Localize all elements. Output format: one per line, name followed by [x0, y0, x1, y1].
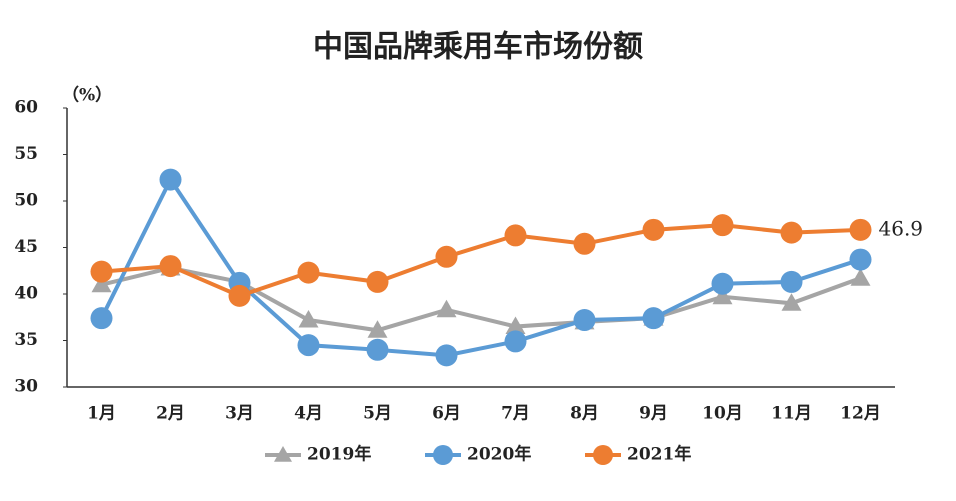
marker [780, 221, 803, 244]
marker [504, 330, 527, 353]
x-tick-label: 1月 [87, 404, 116, 424]
y-tick-label: 60 [14, 98, 38, 118]
marker [850, 268, 871, 286]
x-tick-label: 12月 [840, 404, 881, 424]
marker [90, 307, 113, 330]
marker [433, 445, 453, 465]
marker [90, 260, 113, 283]
x-tick-label: 10月 [702, 404, 743, 424]
x-tick-label: 5月 [363, 404, 392, 424]
marker [504, 224, 527, 247]
marker [297, 334, 320, 357]
series-line [101, 223, 861, 299]
y-axis-label: （%） [62, 85, 112, 106]
marker [159, 168, 182, 191]
y-tick-label: 45 [14, 237, 38, 257]
data-label: 46.9 [879, 216, 924, 240]
marker [642, 307, 665, 330]
y-tick-label: 30 [14, 377, 38, 397]
marker [712, 286, 733, 305]
marker [274, 446, 292, 462]
marker [849, 218, 872, 241]
y-tick-label: 40 [14, 284, 38, 304]
marker [573, 309, 596, 332]
marker [849, 248, 872, 271]
marker [367, 320, 388, 338]
marker [711, 214, 734, 237]
marker [159, 255, 182, 278]
marker [711, 272, 734, 295]
x-tick-label: 8月 [570, 404, 599, 424]
marker [297, 261, 320, 284]
marker [435, 245, 458, 268]
x-tick-label: 7月 [501, 404, 530, 424]
marker [593, 445, 613, 465]
x-tick-label: 2月 [156, 404, 185, 424]
legend-label: 2020年 [467, 444, 531, 465]
y-tick-label: 50 [14, 191, 38, 211]
marker [573, 232, 596, 255]
y-tick-label: 35 [14, 330, 38, 350]
marker [91, 274, 112, 293]
marker [781, 293, 802, 311]
series-line [99, 175, 862, 358]
chart-title: 中国品牌乘用车市场份额 [313, 30, 643, 65]
legend-label: 2019年 [307, 444, 371, 465]
marker [642, 218, 665, 241]
legend-label: 2021年 [627, 444, 691, 465]
series-line [101, 265, 862, 333]
x-tick-label: 6月 [432, 404, 461, 424]
x-tick-label: 11月 [771, 404, 812, 424]
marker [436, 299, 457, 318]
marker [780, 270, 803, 293]
x-tick-label: 4月 [294, 404, 323, 424]
x-tick-label: 3月 [225, 404, 254, 424]
marker [366, 338, 389, 361]
y-tick-label: 55 [14, 144, 38, 164]
marker [298, 310, 319, 328]
marker [228, 284, 251, 307]
marker [366, 270, 389, 293]
x-tick-label: 9月 [639, 404, 668, 424]
marker [505, 316, 526, 335]
marker [435, 344, 458, 367]
